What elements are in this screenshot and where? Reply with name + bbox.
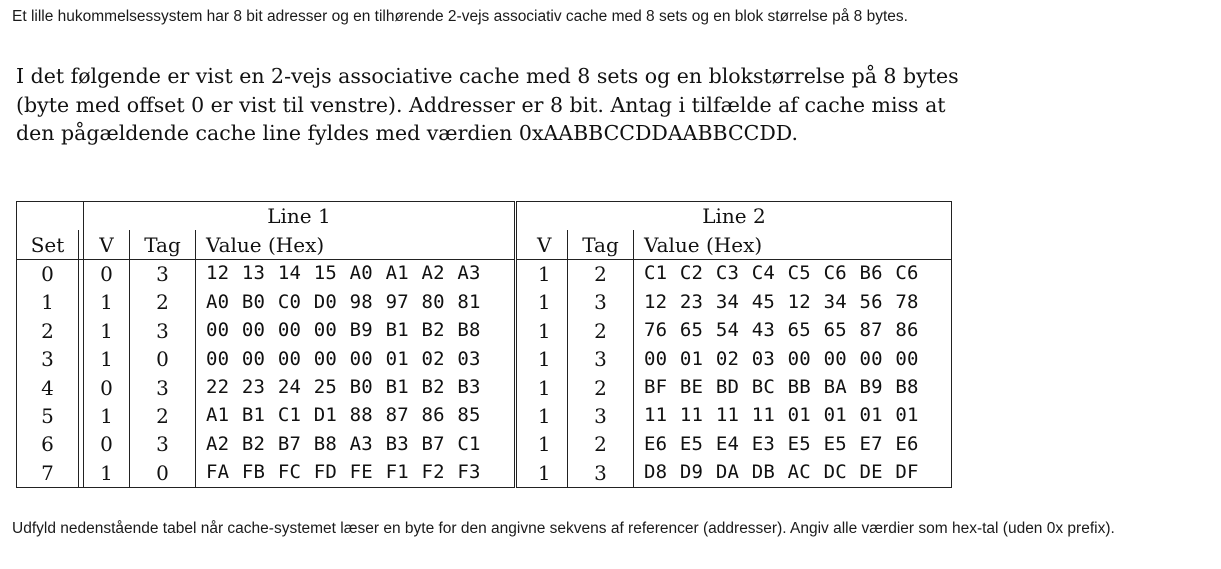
set-cell: 4 xyxy=(16,373,79,402)
set-cell: 0 xyxy=(16,259,79,289)
value-line2: 76 65 54 43 65 65 87 86 xyxy=(633,316,952,345)
valid-bit-line2: 1 xyxy=(537,375,551,400)
valid-bit-line2: 1 xyxy=(537,403,551,428)
col-tag2: Tag xyxy=(567,230,634,260)
table-row: 1 1 2 A0 B0 C0 D0 98 97 80 81 1 3 12 23 34 45 … xyxy=(16,288,952,317)
valid-bit-line1: 1 xyxy=(83,401,130,431)
value-line1: A1 B1 C1 D1 88 87 86 85 xyxy=(195,401,516,431)
table-row: 7 1 0 FA FB FC FD FE F1 F2 F3 1 3 D8 D9 DA DB … xyxy=(16,458,952,488)
col-v1: V xyxy=(83,230,130,260)
valid-bit-line1: 1 xyxy=(83,458,130,488)
valid-bit-line1: 0 xyxy=(83,373,130,402)
col-value1: Value (Hex) xyxy=(195,230,516,260)
table-row: 2 1 3 00 00 00 00 B9 B1 B2 B8 1 2 76 65 54 43 … xyxy=(16,316,952,345)
value-line1: A0 B0 C0 D0 98 97 80 81 xyxy=(195,288,516,317)
cache-table: Line 1 Line 2 Set V Tag Value (Hex) V Ta… xyxy=(16,201,952,488)
set-cell: 6 xyxy=(16,430,79,459)
value-line1: 00 00 00 00 00 01 02 03 xyxy=(195,344,516,374)
col-v2: V xyxy=(521,230,568,260)
tag-line1: 3 xyxy=(129,430,196,459)
value-line2: BF BE BD BC BB BA B9 B8 xyxy=(633,373,952,402)
set-header-spacer xyxy=(16,201,84,231)
table-row: 0 0 3 12 13 14 15 A0 A1 A2 A3 1 2 C1 C2 C3 C4 … xyxy=(16,259,952,289)
tag-line2: 3 xyxy=(567,401,634,431)
tag-line2: 2 xyxy=(567,316,634,345)
table-row: 6 0 3 A2 B2 B7 B8 A3 B3 B7 C1 1 2 E6 E5 E4 E3 … xyxy=(16,430,952,459)
value-line1: FA FB FC FD FE F1 F2 F3 xyxy=(195,458,516,488)
table-row: 4 0 3 22 23 24 25 B0 B1 B2 B3 1 2 BF BE BD BC … xyxy=(16,373,952,402)
tag-line1: 3 xyxy=(129,259,196,289)
line2-header: Line 2 xyxy=(514,201,952,231)
value-line1: A2 B2 B7 B8 A3 B3 B7 C1 xyxy=(195,430,516,459)
intro-text: Et lille hukommelsessystem har 8 bit adr… xyxy=(12,8,908,25)
valid-bit-line2: 1 xyxy=(521,458,568,488)
valid-bit-line1: 0 xyxy=(83,430,130,459)
tag-line1: 0 xyxy=(129,458,196,488)
set-cell: 3 xyxy=(16,344,79,374)
tag-line1: 3 xyxy=(129,373,196,402)
valid-bit-line2: 1 xyxy=(537,347,551,372)
line-group-header-row: Line 1 Line 2 xyxy=(16,201,952,231)
tag-line2: 2 xyxy=(567,430,634,459)
cache-description: I det følgende er vist en 2-vejs associa… xyxy=(16,62,976,148)
tag-line2: 3 xyxy=(567,288,634,317)
valid-bit-line2: 1 xyxy=(537,261,551,286)
tag-line1: 0 xyxy=(129,344,196,374)
column-header-row: Set V Tag Value (Hex) V Tag Value (Hex) xyxy=(16,230,952,260)
set-cell: 7 xyxy=(16,458,79,488)
table-row: 5 1 2 A1 B1 C1 D1 88 87 86 85 1 3 11 11 11 11 … xyxy=(16,401,952,431)
valid-bit-line1: 1 xyxy=(83,344,130,374)
col-set: Set xyxy=(16,230,79,260)
valid-bit-line1: 1 xyxy=(83,288,130,317)
value-line2: 00 01 02 03 00 00 00 00 xyxy=(633,344,952,374)
description-line-3: den pågældende cache line fyldes med vær… xyxy=(16,121,799,145)
tag-line1: 3 xyxy=(129,316,196,345)
value-line2: 11 11 11 11 01 01 01 01 xyxy=(633,401,952,431)
col-tag1: Tag xyxy=(129,230,196,260)
description-line-1: I det følgende er vist en 2-vejs associa… xyxy=(16,64,959,88)
value-line1: 00 00 00 00 B9 B1 B2 B8 xyxy=(195,316,516,345)
valid-bit-line2: 1 xyxy=(537,290,551,315)
value-line2: 12 23 34 45 12 34 56 78 xyxy=(633,288,952,317)
col-value2: Value (Hex) xyxy=(633,230,952,260)
instruction-text: Udfyld nedenstående tabel når cache-syst… xyxy=(12,520,1115,537)
line1-header: Line 1 xyxy=(83,201,516,231)
tag-line1: 2 xyxy=(129,401,196,431)
value-line2: D8 D9 DA DB AC DC DE DF xyxy=(633,458,952,488)
valid-bit-line2: 1 xyxy=(537,318,551,343)
description-line-2: (byte med offset 0 er vist til venstre).… xyxy=(16,92,946,117)
value-line1: 22 23 24 25 B0 B1 B2 B3 xyxy=(195,373,516,402)
set-cell: 1 xyxy=(16,288,79,317)
tag-line1: 2 xyxy=(129,288,196,317)
set-cell: 2 xyxy=(16,316,79,345)
table-row: 3 1 0 00 00 00 00 00 01 02 03 1 3 00 01 02 03 … xyxy=(16,344,952,374)
valid-bit-line1: 0 xyxy=(83,259,130,289)
value-line2: E6 E5 E4 E3 E5 E5 E7 E6 xyxy=(633,430,952,459)
tag-line2: 2 xyxy=(567,259,634,289)
valid-bit-line1: 1 xyxy=(83,316,130,345)
set-cell: 5 xyxy=(16,401,79,431)
valid-bit-line2: 1 xyxy=(537,432,551,457)
tag-line2: 3 xyxy=(567,458,634,488)
tag-line2: 3 xyxy=(567,344,634,374)
value-line2: C1 C2 C3 C4 C5 C6 B6 C6 xyxy=(633,259,952,289)
value-line1: 12 13 14 15 A0 A1 A2 A3 xyxy=(195,259,516,289)
tag-line2: 2 xyxy=(567,373,634,402)
